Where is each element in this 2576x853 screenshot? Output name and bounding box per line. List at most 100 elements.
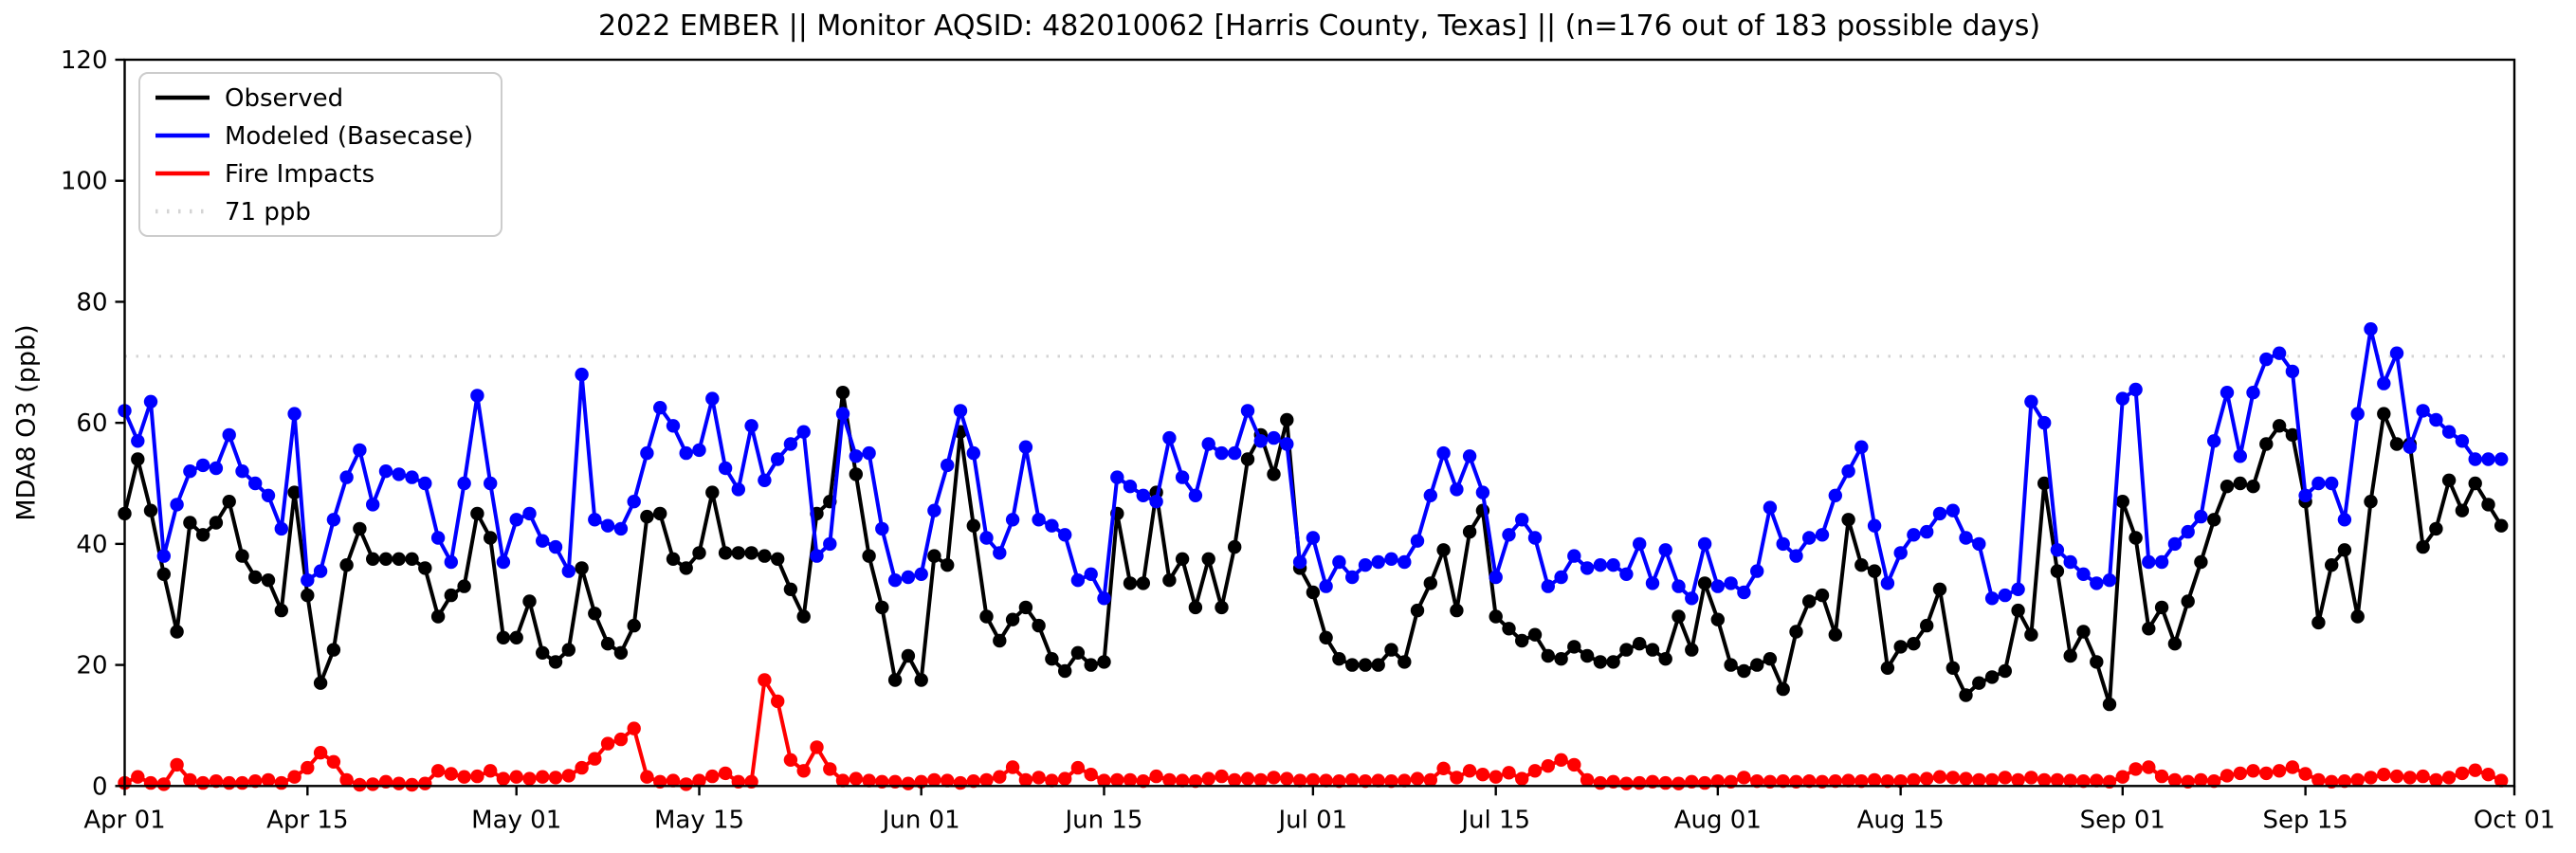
observed-marker xyxy=(1880,661,1895,675)
modeled-basecase-marker xyxy=(575,367,589,382)
modeled-basecase-marker xyxy=(1123,480,1138,494)
observed-marker xyxy=(2350,609,2365,624)
modeled-basecase-marker xyxy=(1685,591,1699,606)
modeled-basecase-marker xyxy=(887,573,903,588)
observed-marker xyxy=(444,588,458,603)
modeled-basecase-marker xyxy=(679,445,693,461)
y-tick-label: 80 xyxy=(76,288,107,317)
modeled-basecase-marker xyxy=(430,531,446,545)
fire-impacts-marker xyxy=(444,767,458,781)
fire-impacts-marker xyxy=(1018,772,1033,788)
y-axis-label: MDA8 O3 (ppb) xyxy=(11,324,42,521)
observed-marker xyxy=(1593,655,1608,669)
x-tick-label: Aug 01 xyxy=(1674,806,1762,834)
observed-marker xyxy=(301,588,315,603)
observed-marker xyxy=(2207,513,2221,527)
fire-impacts-marker xyxy=(2494,773,2509,788)
fire-impacts-marker xyxy=(771,694,785,709)
observed-marker xyxy=(1371,658,1385,672)
observed-marker xyxy=(1920,618,1934,633)
modeled-basecase-marker xyxy=(1502,528,1516,542)
modeled-basecase-marker xyxy=(2337,513,2352,527)
modeled-basecase-marker xyxy=(1672,579,1686,593)
observed-marker xyxy=(1070,645,1086,660)
observed-marker xyxy=(1907,637,1921,651)
modeled-basecase-marker xyxy=(222,427,236,443)
modeled-basecase-marker xyxy=(2389,346,2404,360)
fire-impacts-marker xyxy=(170,757,184,772)
fire-impacts-marker xyxy=(2194,772,2208,788)
modeled-basecase-marker xyxy=(2115,391,2129,406)
observed-marker xyxy=(744,546,758,560)
fire-impacts-marker xyxy=(1907,772,1921,788)
fire-impacts-marker xyxy=(2298,767,2312,781)
x-tick-label: Oct 01 xyxy=(2474,806,2555,834)
modeled-basecase-marker xyxy=(1554,570,1568,585)
fire-impacts-marker xyxy=(2337,774,2352,789)
observed-marker xyxy=(457,579,471,593)
fire-impacts-marker xyxy=(1410,771,1425,786)
fire-impacts-marker xyxy=(2455,766,2470,781)
modeled-basecase-marker xyxy=(1175,470,1190,484)
observed-marker xyxy=(143,503,158,517)
modeled-basecase-marker xyxy=(796,425,811,439)
modeled-basecase-marker xyxy=(339,470,354,484)
modeled-basecase-marker xyxy=(235,464,249,479)
fire-impacts-marker xyxy=(1319,773,1333,788)
fire-impacts-marker xyxy=(758,673,772,687)
fire-impacts-marker xyxy=(457,770,471,784)
fire-impacts-marker xyxy=(1880,774,1895,789)
fire-impacts-marker xyxy=(1893,774,1908,789)
modeled-basecase-marker xyxy=(1070,573,1086,588)
observed-marker xyxy=(901,648,916,663)
modeled-basecase-marker xyxy=(783,437,798,451)
fire-impacts-marker xyxy=(993,770,1007,784)
modeled-basecase-marker xyxy=(1267,430,1281,445)
modeled-basecase-marker xyxy=(2272,346,2287,360)
fire-impacts-marker xyxy=(2076,774,2091,789)
fire-impacts-marker xyxy=(1489,770,1503,784)
modeled-basecase-marker xyxy=(156,549,171,563)
fire-impacts-marker xyxy=(1097,773,1111,788)
modeled-basecase-marker xyxy=(2402,440,2417,454)
observed-marker xyxy=(993,633,1007,648)
fire-impacts-marker xyxy=(1737,771,1751,785)
observed-marker xyxy=(718,546,733,560)
fire-impacts-marker xyxy=(1920,771,1934,786)
observed-marker xyxy=(378,552,393,566)
fire-impacts-marker xyxy=(1228,772,1242,788)
modeled-basecase-marker xyxy=(1841,464,1855,479)
modeled-basecase-marker xyxy=(183,464,197,479)
modeled-basecase-marker xyxy=(1633,536,1647,552)
modeled-basecase-marker xyxy=(1045,518,1059,533)
fire-impacts-marker xyxy=(2311,772,2326,788)
modeled-basecase-marker xyxy=(1880,576,1895,590)
modeled-basecase-marker xyxy=(2024,394,2038,408)
observed-marker xyxy=(1658,652,1672,666)
fire-impacts-marker xyxy=(1580,772,1595,788)
observed-marker xyxy=(2416,539,2430,554)
fire-impacts-marker xyxy=(1070,760,1086,775)
observed-marker xyxy=(261,573,276,588)
observed-marker xyxy=(1450,603,1464,618)
modeled-basecase-marker xyxy=(1907,528,1921,542)
modeled-basecase-marker xyxy=(653,401,667,415)
modeled-basecase-marker xyxy=(2311,476,2326,491)
modeled-basecase-marker xyxy=(2102,573,2117,588)
observed-marker xyxy=(1240,452,1255,466)
observed-marker xyxy=(1567,640,1581,654)
fire-impacts-marker xyxy=(339,772,354,788)
observed-marker xyxy=(941,558,955,572)
fire-impacts-marker xyxy=(430,764,446,778)
modeled-basecase-marker xyxy=(1828,488,1843,502)
modeled-basecase-marker xyxy=(313,564,328,578)
x-tick-label: Aug 15 xyxy=(1857,806,1945,834)
fire-impacts-marker xyxy=(1175,773,1190,788)
observed-marker xyxy=(2024,627,2038,642)
observed-marker xyxy=(496,630,511,644)
observed-marker xyxy=(2246,480,2260,494)
fire-impacts-marker xyxy=(2246,764,2260,778)
modeled-basecase-marker xyxy=(287,407,301,421)
observed-marker xyxy=(2377,407,2391,421)
fire-impacts-marker xyxy=(326,754,341,769)
